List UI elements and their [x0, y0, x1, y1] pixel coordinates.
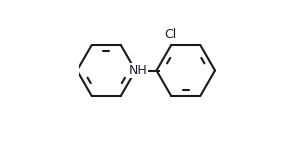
Text: Cl: Cl: [164, 28, 177, 41]
Text: NH: NH: [128, 64, 147, 77]
